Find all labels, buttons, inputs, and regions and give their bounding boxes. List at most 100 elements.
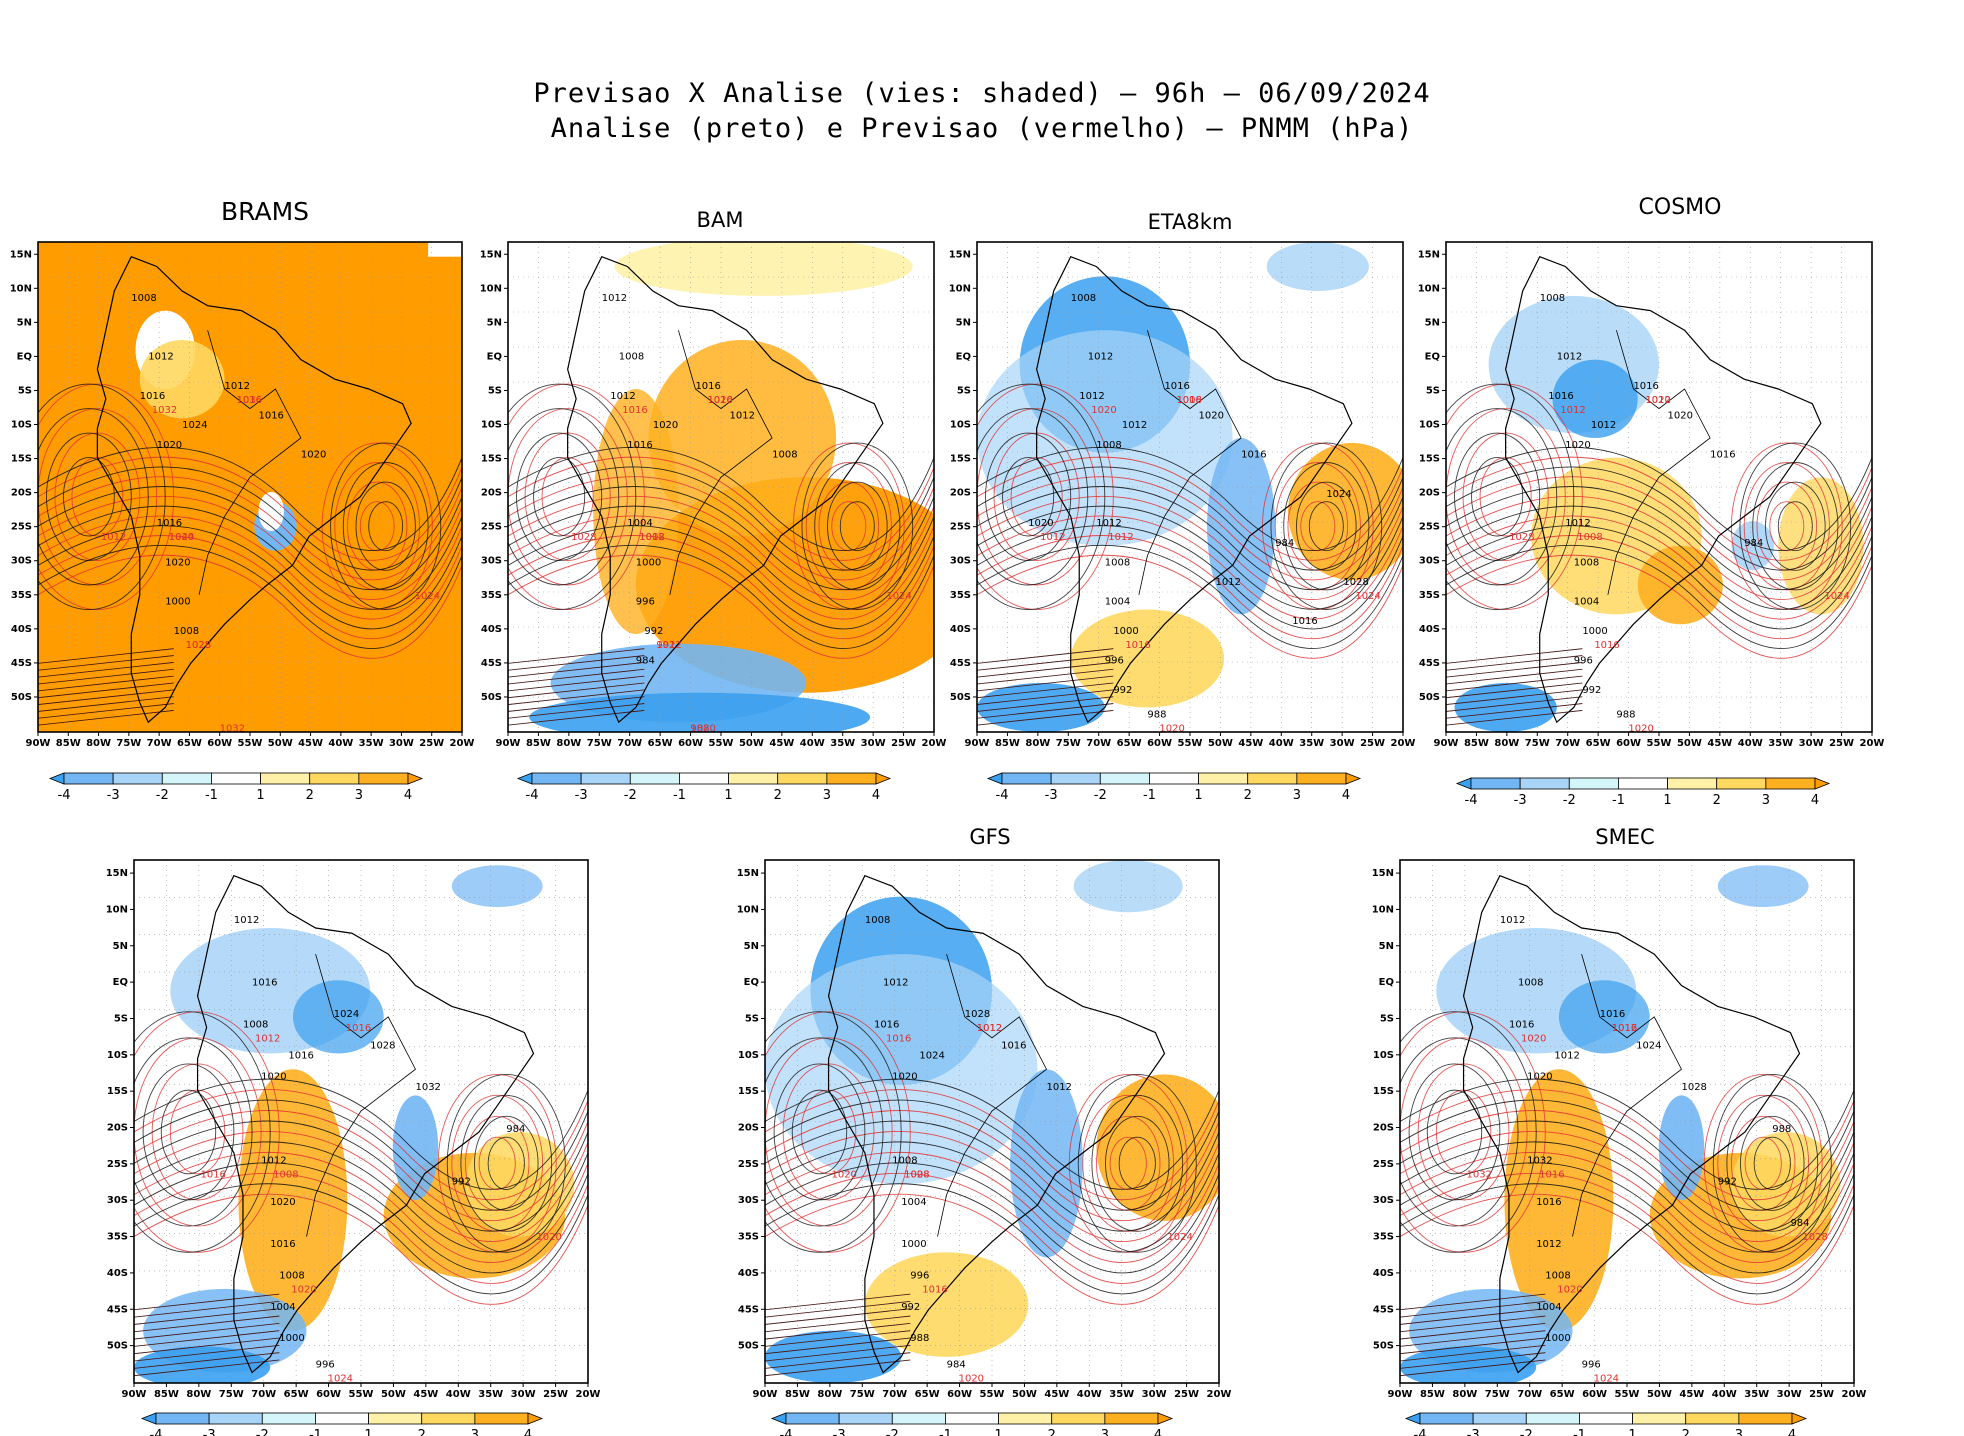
colorbar-segment bbox=[368, 1412, 423, 1425]
isobar-label-analysis: 1020 bbox=[1028, 518, 1053, 529]
lat-tick-label: 25S bbox=[1419, 522, 1440, 533]
colorbar-label: 1 bbox=[364, 1428, 372, 1436]
lat-tick-label: 10S bbox=[1373, 1050, 1394, 1061]
high-pressure-isobar bbox=[516, 432, 603, 561]
isobar-label-forecast: 1012 bbox=[1612, 1023, 1637, 1034]
isobar-label-analysis: 1004 bbox=[901, 1197, 926, 1208]
colorbar-label: -1 bbox=[1573, 1428, 1586, 1436]
low-pressure-isobar bbox=[1739, 442, 1852, 610]
lon-tick-label: 85W bbox=[785, 1389, 810, 1400]
bias-region bbox=[1454, 683, 1557, 732]
lon-tick-label: 75W bbox=[1485, 1389, 1510, 1400]
colorbar-label: -2 bbox=[1563, 793, 1576, 808]
isobar-label-forecast: 1016 bbox=[707, 395, 732, 406]
lat-tick-label: 35S bbox=[11, 590, 32, 601]
lon-tick-label: 70W bbox=[251, 1389, 276, 1400]
isobar bbox=[1446, 682, 1583, 699]
low-pressure-isobar bbox=[1082, 1094, 1175, 1232]
isobar bbox=[1446, 648, 1583, 664]
isobar-label-forecast: 1020 bbox=[959, 1373, 984, 1384]
colorbar-label: 2 bbox=[774, 788, 782, 803]
map-panel-gfs: 1008101210161020102410281016101210081004… bbox=[737, 859, 1231, 1436]
isobar-label-forecast: 1028 bbox=[904, 1169, 929, 1180]
isobar-label-forecast: 1028 bbox=[571, 532, 596, 543]
isobar bbox=[765, 1337, 911, 1355]
bias-region bbox=[1096, 1074, 1219, 1221]
low-pressure-isobar bbox=[1753, 1136, 1791, 1190]
lat-tick-label: 45S bbox=[11, 658, 32, 669]
lat-tick-label: 20S bbox=[107, 1123, 128, 1134]
lon-tick-label: 40W bbox=[800, 738, 825, 749]
isobar-label-analysis: 1020 bbox=[157, 440, 182, 451]
lat-tick-label: 5S bbox=[114, 1013, 128, 1024]
isobar bbox=[765, 1330, 911, 1347]
isobar bbox=[38, 655, 174, 671]
country-border bbox=[1138, 330, 1242, 595]
colorbar-label: 4 bbox=[1788, 1428, 1796, 1436]
south-america-coastline bbox=[1462, 874, 1801, 1374]
lon-tick-label: 80W bbox=[86, 738, 111, 749]
isobar bbox=[38, 675, 174, 692]
isobar-label-forecast: 1024 bbox=[1594, 1373, 1619, 1384]
isobar-label-analysis: 1012 bbox=[1591, 420, 1616, 431]
isobar-label-analysis: 1004 bbox=[270, 1302, 295, 1313]
colorbar: -4 -3 -2 -1 1 2 3 4 bbox=[516, 772, 892, 803]
isobar bbox=[508, 682, 645, 699]
isobar-label-analysis: 1008 bbox=[1574, 557, 1599, 568]
colorbar-label: -3 bbox=[1045, 788, 1058, 803]
isobar bbox=[1400, 1130, 1854, 1242]
bias-region bbox=[1266, 242, 1369, 291]
colorbar-segment bbox=[315, 1412, 369, 1425]
colorbar-segment bbox=[629, 772, 680, 785]
lon-tick-label: 70W bbox=[1555, 738, 1580, 749]
isobar-label-analysis: 1008 bbox=[1096, 440, 1121, 451]
isobar bbox=[134, 1099, 588, 1211]
lon-tick-label: 30W bbox=[1142, 1389, 1167, 1400]
lat-tick-label: 5N bbox=[1425, 317, 1440, 328]
colorbar-label: -1 bbox=[309, 1428, 322, 1436]
high-pressure-isobar bbox=[1446, 408, 1566, 586]
bias-region bbox=[1287, 442, 1403, 581]
isobar bbox=[977, 662, 1114, 678]
isobar bbox=[508, 466, 934, 571]
isobar bbox=[508, 535, 934, 640]
colorbar-label: 2 bbox=[418, 1428, 426, 1436]
colorbar-label: -2 bbox=[256, 1428, 269, 1436]
isobar bbox=[134, 1337, 280, 1355]
isobar-label-analysis: 992 bbox=[1582, 685, 1601, 696]
isobar bbox=[977, 535, 1403, 640]
lat-tick-label: 45S bbox=[107, 1304, 128, 1315]
colorbar: -4 -3 -2 -1 1 2 3 4 bbox=[48, 772, 424, 803]
isobar-label-analysis: 1000 bbox=[1113, 626, 1138, 637]
colorbar-label: 2 bbox=[1713, 793, 1721, 808]
isobar bbox=[977, 544, 1403, 649]
isobar bbox=[765, 1099, 1219, 1211]
lat-tick-label: EQ bbox=[17, 351, 32, 362]
low-pressure-isobar bbox=[814, 462, 901, 591]
colorbar-label: -1 bbox=[1143, 788, 1156, 803]
colorbar-extend-high bbox=[1157, 1412, 1174, 1425]
lat-tick-label: 10S bbox=[481, 420, 502, 431]
lon-tick-label: 45W bbox=[1044, 1389, 1069, 1400]
isobar-label-forecast: 1012 bbox=[977, 1023, 1002, 1034]
isobar-label-forecast: 992 bbox=[656, 640, 675, 651]
lon-tick-label: 75W bbox=[850, 1389, 875, 1400]
isobar bbox=[134, 1151, 588, 1263]
isobar bbox=[508, 525, 934, 630]
isobar-label-forecast: 1020 bbox=[1645, 395, 1670, 406]
no-data-strip bbox=[428, 242, 462, 257]
bias-region bbox=[1400, 1346, 1537, 1383]
isobar-label-analysis: 1008 bbox=[243, 1019, 268, 1030]
isobar-label-forecast: 1016 bbox=[237, 395, 262, 406]
lat-tick-label: 5S bbox=[1380, 1013, 1394, 1024]
isobar bbox=[508, 648, 645, 664]
lon-tick-label: 50W bbox=[1647, 1389, 1672, 1400]
lon-tick-label: 50W bbox=[1208, 738, 1233, 749]
lon-tick-label: 75W bbox=[219, 1389, 244, 1400]
lat-tick-label: 40S bbox=[1373, 1268, 1394, 1279]
bias-region bbox=[1010, 1069, 1083, 1258]
lon-tick-label: 35W bbox=[1299, 738, 1324, 749]
isobar bbox=[508, 446, 934, 551]
isobar-label-forecast: 1020 bbox=[1557, 1284, 1582, 1295]
isobar bbox=[134, 1183, 588, 1295]
